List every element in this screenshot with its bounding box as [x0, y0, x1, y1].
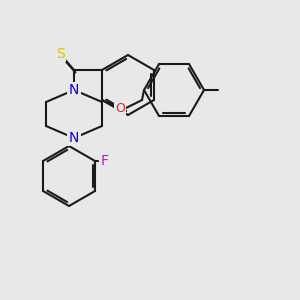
- Text: F: F: [101, 154, 109, 168]
- Text: S: S: [56, 47, 64, 61]
- Text: N: N: [69, 131, 79, 145]
- Text: O: O: [115, 101, 125, 115]
- Text: N: N: [69, 83, 79, 97]
